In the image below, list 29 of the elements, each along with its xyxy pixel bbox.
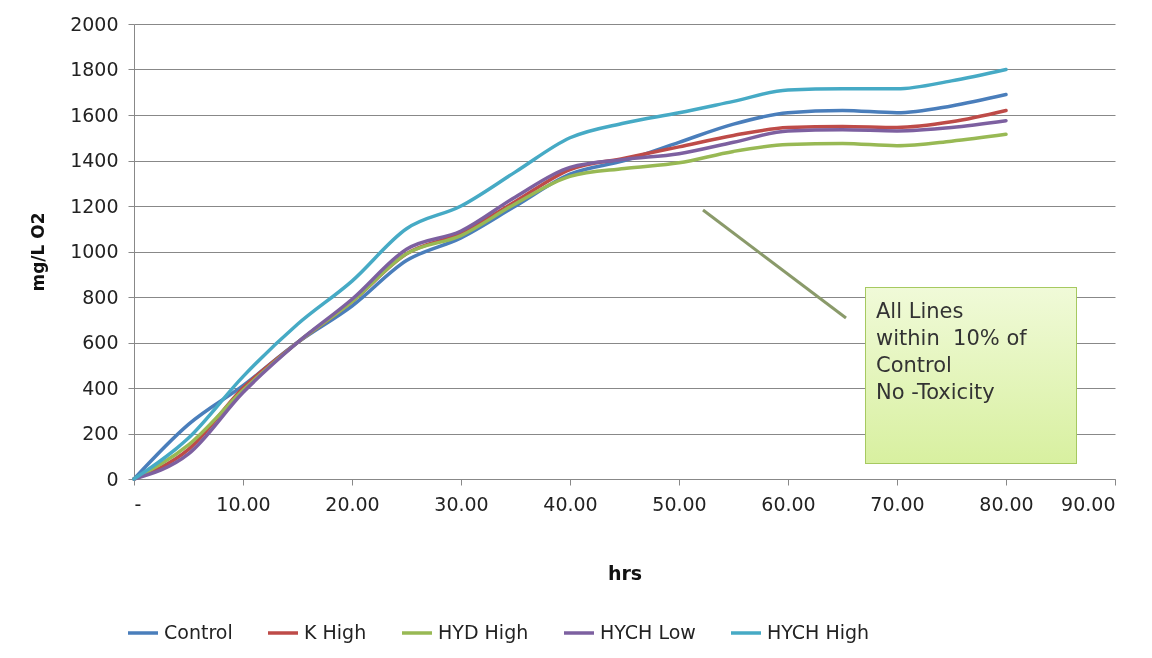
- x-tick-label: 40.00: [543, 492, 598, 515]
- y-tick-label: 1400: [70, 149, 119, 171]
- y-tick-label: 800: [82, 285, 119, 308]
- legend-label: HYCH Low: [600, 621, 696, 643]
- x-tick-label: 50.00: [652, 492, 707, 515]
- y-tick-label: 400: [82, 376, 119, 399]
- x-axis-title: hrs: [607, 561, 643, 584]
- x-tick-label: 60.00: [761, 492, 816, 515]
- y-tick-label: 200: [82, 422, 119, 444]
- x-tick-label: 20.00: [325, 492, 380, 515]
- y-tick-label: 1600: [70, 103, 119, 126]
- legend-label: K High: [304, 621, 367, 643]
- x-tick-label: -: [134, 492, 142, 515]
- y-tick-label: 600: [82, 331, 119, 353]
- y-tick-label: 0: [106, 467, 119, 490]
- y-tick-label: 2000: [70, 12, 119, 35]
- legend-label: Control: [164, 621, 233, 643]
- legend-label: HYCH High: [767, 621, 870, 643]
- text-box: All Lines within 10% of Control No -Toxicity: [865, 287, 1077, 464]
- x-tick-label: 90.00: [1061, 492, 1116, 515]
- y-axis-title: mg/L O2: [28, 212, 49, 292]
- x-tick-label: 30.00: [434, 492, 489, 515]
- y-tick-label: 1200: [70, 194, 119, 217]
- x-tick-label: 80.00: [979, 492, 1034, 515]
- legend-label: HYD High: [438, 621, 529, 643]
- x-tick-label: 10.00: [216, 492, 271, 515]
- y-tick-label: 1000: [70, 240, 119, 262]
- x-tick-label: 70.00: [870, 492, 925, 515]
- y-tick-label: 1800: [70, 58, 119, 80]
